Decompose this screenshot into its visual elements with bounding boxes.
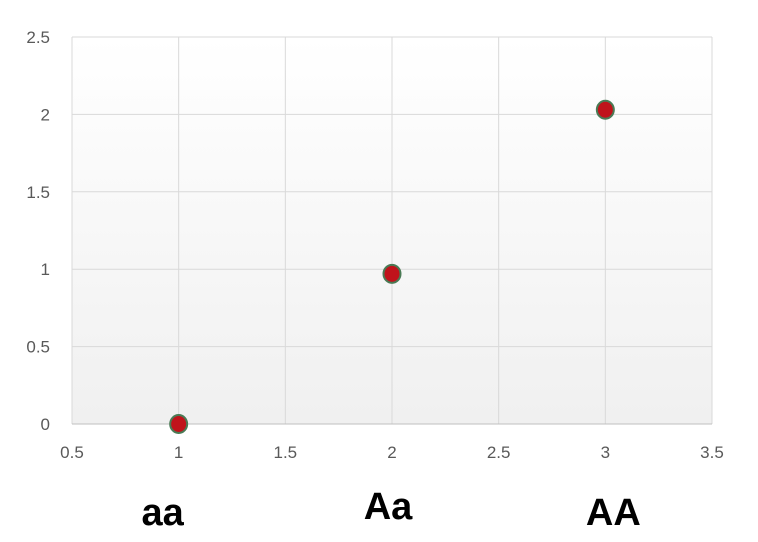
x-tick-label: 1	[174, 443, 183, 462]
data-point	[169, 414, 189, 434]
y-tick-label: 1.5	[26, 183, 50, 202]
x-tick-label: 2.5	[487, 443, 511, 462]
y-tick-label: 0.5	[26, 338, 50, 357]
x-tick-label: 0.5	[60, 443, 84, 462]
x-tick-label: 2	[387, 443, 396, 462]
data-point	[382, 263, 402, 284]
genotype-label: Aa	[364, 486, 413, 528]
y-tick-label: 2	[41, 105, 50, 124]
data-point	[595, 99, 615, 120]
category-labels: aa Aa AA	[142, 486, 641, 534]
genotype-label: aa	[142, 492, 185, 534]
x-tick-label: 3.5	[700, 443, 724, 462]
x-tick-label: 1.5	[274, 443, 298, 462]
tick-labels: 0.5 1 1.5 2 2.5 3 3.5 0 0.5 1 1.5 2 2.5	[26, 28, 723, 462]
y-tick-label: 0	[41, 415, 50, 434]
genotype-label: AA	[586, 492, 641, 534]
y-tick-label: 2.5	[26, 28, 50, 47]
x-tick-label: 3	[601, 443, 610, 462]
y-tick-label: 1	[41, 260, 50, 279]
data-points	[169, 99, 615, 434]
